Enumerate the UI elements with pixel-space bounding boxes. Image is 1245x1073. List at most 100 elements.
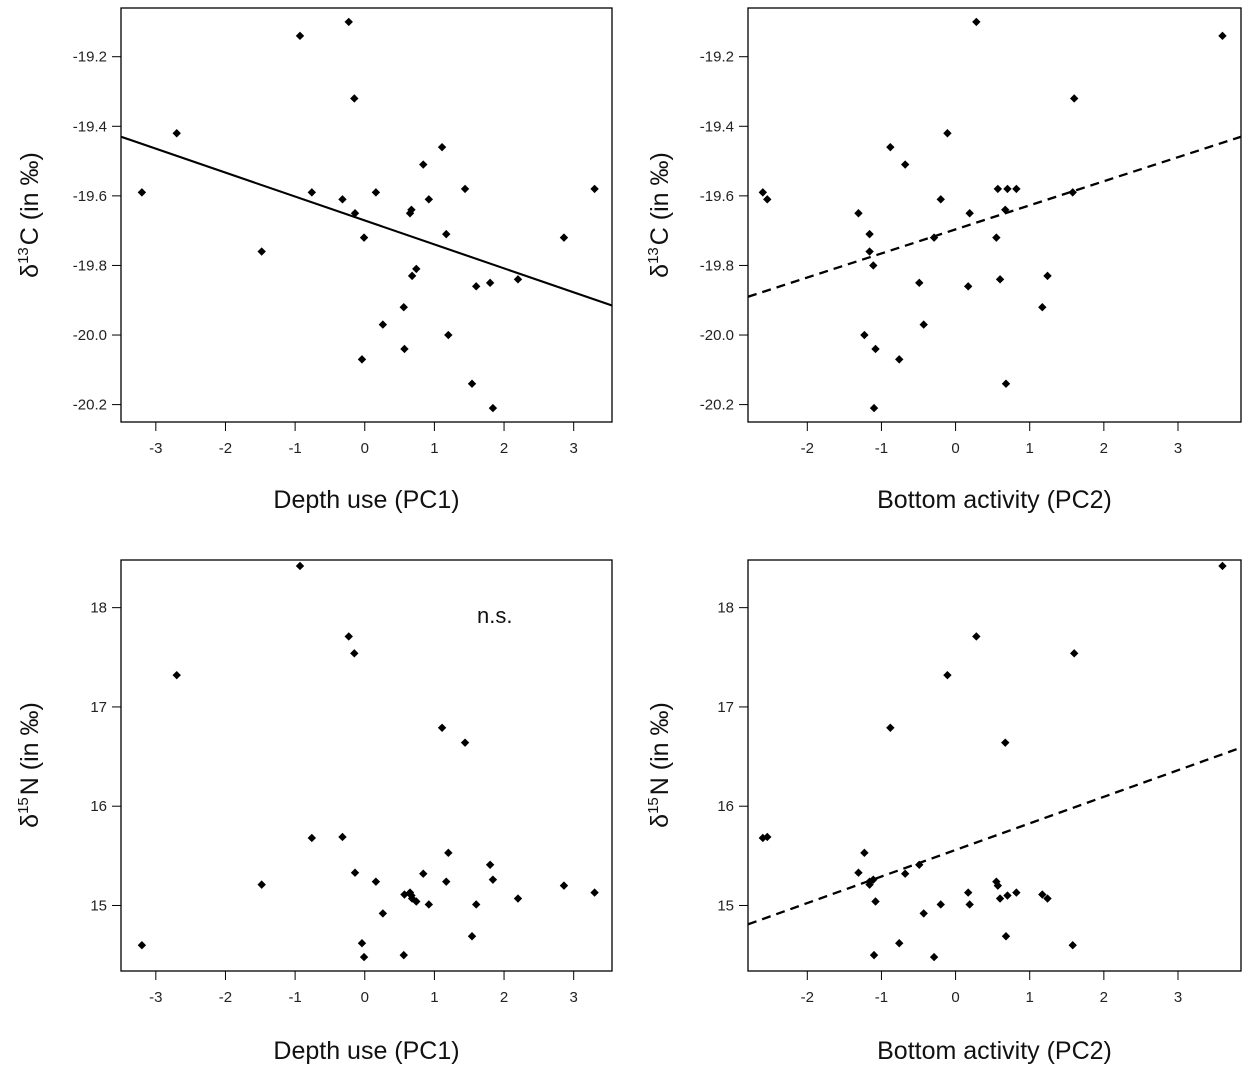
data-point [886, 142, 895, 152]
y-axis-title-delta: δ [16, 814, 44, 828]
data-point [407, 894, 417, 903]
data-point [399, 950, 408, 960]
data-point [943, 670, 952, 680]
x-tick-label: 2 [1100, 989, 1108, 1006]
data-point [257, 247, 266, 256]
regression-line-dashed [747, 746, 1242, 926]
data-point [350, 868, 360, 877]
data-point [460, 184, 470, 194]
x-tick-label: 3 [570, 440, 578, 457]
x-tick-label: 3 [570, 989, 578, 1006]
x-tick-label: -1 [288, 440, 301, 457]
data-point [419, 869, 428, 878]
data-point [444, 848, 453, 858]
data-point [257, 880, 266, 889]
data-point [488, 875, 498, 884]
data-point [758, 833, 768, 843]
data-point [513, 894, 523, 903]
data-point [350, 94, 359, 103]
data-point [407, 271, 417, 281]
x-tick-label: -2 [801, 989, 814, 1006]
data-point [172, 670, 181, 680]
x-tick-label: -3 [149, 440, 162, 457]
y-axis-title-superscript: 13 [15, 247, 32, 264]
y-tick-label: -19.8 [73, 257, 107, 274]
data-point [992, 233, 1001, 242]
data-point [758, 188, 768, 197]
y-axis-title-text: C (in ‰) [16, 152, 44, 245]
data-point [437, 723, 447, 732]
panel-top-right: -2 -1 0 1 2 3 -19.2 -19.4 -19.6 -19.8 -20.0 -20.2 Bo… [645, 7, 1242, 514]
plot-frame [120, 559, 613, 972]
x-tick-label: 2 [500, 440, 508, 457]
data-point [763, 832, 772, 842]
significance-annotation: n.s. [477, 603, 512, 628]
y-tick-label: 15 [90, 897, 107, 914]
x-tick-label: 0 [951, 440, 959, 457]
data-point [137, 940, 147, 950]
data-point [359, 233, 369, 242]
plot-frame [120, 7, 613, 423]
data-point [860, 330, 869, 340]
x-tick-label: -1 [875, 440, 888, 457]
y-axis-title: δ13 C (in ‰) [15, 152, 44, 278]
data-point [869, 403, 879, 413]
x-tick-label: 2 [500, 989, 508, 1006]
x-tick-label: 2 [1100, 440, 1108, 457]
data-point [412, 264, 421, 274]
y-axis-title-text: N (in ‰) [16, 702, 44, 795]
y-axis-title-text: N (in ‰) [646, 702, 674, 795]
y-tick-label: -20.2 [700, 397, 734, 414]
x-axis-title: Bottom activity (PC2) [877, 486, 1112, 514]
data-point [338, 832, 347, 842]
x-tick-label: -2 [219, 989, 232, 1006]
data-point [1218, 31, 1227, 41]
y-tick-label: 16 [717, 798, 734, 815]
data-point [442, 877, 451, 886]
data-point [1069, 94, 1079, 103]
data-point [919, 320, 928, 329]
y-tick-label: 17 [90, 699, 107, 716]
data-point [869, 875, 878, 884]
data-point [995, 894, 1005, 903]
data-point [1043, 271, 1052, 281]
data-point [869, 261, 878, 270]
data-point [869, 950, 879, 960]
data-point [943, 129, 952, 138]
x-tick-label: 0 [951, 989, 959, 1006]
data-point [350, 209, 360, 218]
data-point [900, 869, 910, 878]
panel-top-left: -3 -2 -1 0 1 2 3 -19.2 -19.4 -19.6 -19.8 -20.0 -20.2… [15, 7, 613, 514]
data-point [137, 188, 147, 197]
data-point [559, 881, 569, 890]
data-point [1001, 379, 1011, 388]
data-point [357, 939, 367, 948]
data-point [1218, 561, 1227, 571]
x-tick-label: 3 [1174, 440, 1182, 457]
data-point [915, 278, 924, 288]
data-point [442, 229, 451, 239]
y-axis-title-superscript: 15 [645, 797, 662, 814]
data-point [590, 184, 599, 194]
y-tick-label: -19.6 [73, 188, 107, 205]
data-point [886, 723, 895, 732]
data-point [371, 877, 381, 886]
data-point [1001, 932, 1011, 941]
data-point [460, 738, 470, 747]
data-point [1068, 940, 1077, 950]
x-tick-label: 1 [430, 440, 438, 457]
x-tick-label: -2 [801, 440, 814, 457]
plot-frame [747, 7, 1242, 423]
data-point [344, 632, 353, 641]
data-point [344, 17, 353, 27]
y-tick-label: -19.2 [700, 49, 734, 66]
data-point [172, 129, 181, 138]
x-tick-label: 0 [361, 440, 369, 457]
data-point [919, 909, 928, 918]
y-axis-title: δ15 N (in ‰) [15, 702, 44, 828]
data-point [467, 932, 477, 941]
data-point [995, 275, 1005, 284]
y-tick-label: 18 [90, 600, 107, 617]
data-point [378, 320, 388, 329]
